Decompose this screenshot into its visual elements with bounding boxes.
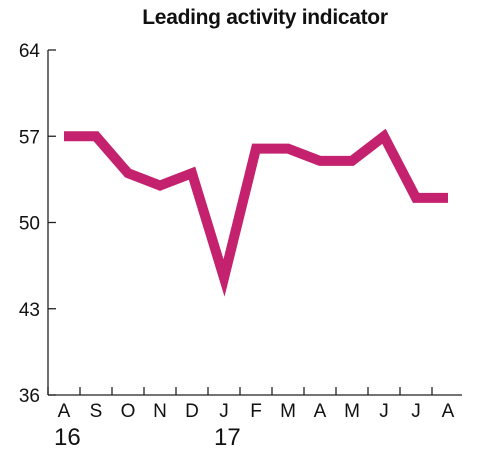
- x-tick-label: A: [58, 401, 71, 422]
- x-tick-label: A: [314, 401, 327, 422]
- y-tick-label: 43: [19, 300, 40, 321]
- y-tick-label: 36: [19, 386, 40, 407]
- x-tick-label: J: [219, 401, 229, 422]
- series-group: [63, 128, 449, 297]
- y-tick-label: 50: [19, 214, 40, 235]
- x-tick-label: J: [411, 401, 421, 422]
- x-tick-label: M: [344, 401, 360, 422]
- year-label: 17: [214, 424, 241, 451]
- y-tick-label: 57: [19, 127, 40, 148]
- x-tick-label: S: [90, 401, 103, 422]
- x-tick-label: O: [121, 401, 136, 422]
- y-axis: 36 43 50 57 64: [19, 41, 56, 407]
- y-tick-label: 64: [19, 41, 41, 62]
- x-tick-label: N: [153, 401, 167, 422]
- year-label: 16: [54, 424, 81, 451]
- x-tick-label: M: [280, 401, 296, 422]
- series-line: [64, 128, 448, 297]
- x-tick-label: A: [442, 401, 455, 422]
- chart-title: Leading activity indicator: [142, 6, 388, 29]
- x-tick-label: D: [185, 401, 199, 422]
- x-tick-label: J: [379, 401, 389, 422]
- x-axis: A S O N D J F M A M J J A16 17: [47, 387, 462, 451]
- x-tick-label: F: [250, 401, 262, 422]
